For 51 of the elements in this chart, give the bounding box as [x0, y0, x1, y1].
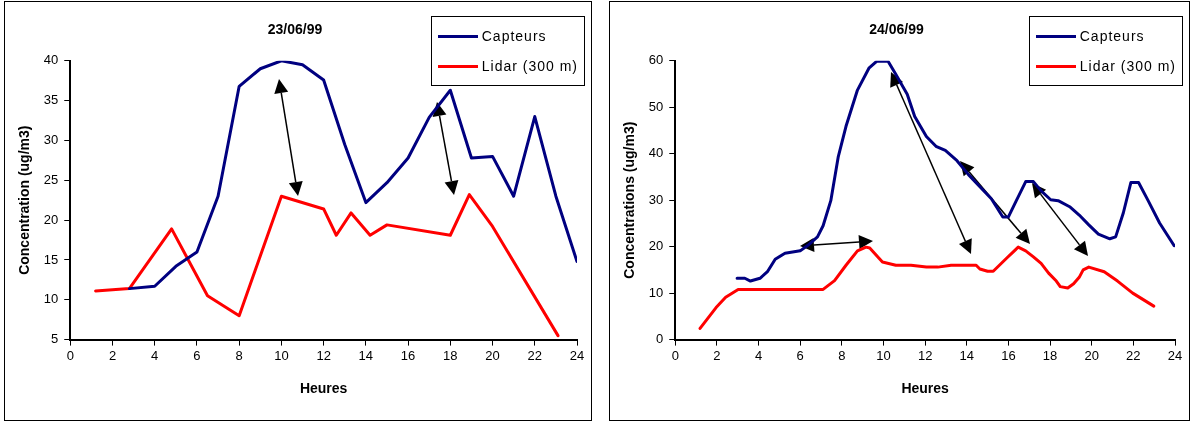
y-axis-title: Concentration (ug/m3) [16, 125, 33, 275]
x-tick-label: 0 [671, 347, 679, 363]
legend-label: Capteurs [1079, 28, 1145, 44]
x-tick-label: 20 [485, 347, 500, 363]
y-tick-label: 30 [648, 191, 664, 207]
y-tick-label: 20 [43, 211, 59, 227]
y-tick-label: 50 [648, 98, 664, 114]
x-tick-label: 6 [193, 347, 201, 363]
x-tick-label: 10 [876, 347, 891, 363]
y-tick-label: 35 [43, 92, 59, 108]
x-tick-label: 16 [400, 347, 416, 363]
x-tick-label: 4 [754, 347, 763, 363]
y-tick-label: 20 [648, 238, 664, 254]
x-tick-label: 6 [796, 347, 804, 363]
y-tick-label: 40 [43, 52, 59, 68]
chart-title: 24/06/99 [869, 21, 924, 38]
y-tick-label: 5 [51, 331, 59, 347]
legend-label: Lidar (300 m) [481, 58, 578, 74]
x-tick-label: 4 [151, 347, 159, 363]
x-tick-label: 16 [1001, 347, 1016, 363]
y-tick-label: 0 [656, 331, 664, 347]
x-tick-label: 14 [959, 347, 975, 363]
chart-title: 23/06/99 [267, 21, 323, 38]
y-tick-label: 15 [43, 251, 59, 267]
x-tick-label: 0 [66, 347, 74, 363]
legend-label: Lidar (300 m) [1079, 58, 1176, 74]
x-axis-title: Heures [901, 380, 950, 397]
x-tick-label: 12 [316, 347, 331, 363]
x-tick-label: 8 [235, 347, 243, 363]
x-tick-label: 22 [1126, 347, 1141, 363]
y-tick-label: 25 [43, 171, 59, 187]
y-axis-title: Concentrations (ug/m3) [621, 121, 638, 279]
x-tick-label: 10 [274, 347, 289, 363]
x-tick-label: 20 [1084, 347, 1099, 363]
y-tick-label: 30 [43, 132, 59, 148]
x-tick-label: 2 [713, 347, 721, 363]
x-tick-label: 2 [108, 347, 117, 363]
x-tick-label: 22 [527, 347, 543, 363]
x-tick-label: 18 [443, 347, 458, 363]
x-tick-label: 14 [358, 347, 374, 363]
legend-label: Capteurs [481, 28, 547, 44]
y-tick-label: 40 [648, 145, 664, 161]
y-tick-label: 60 [648, 52, 664, 68]
x-tick-label: 24 [1167, 347, 1183, 363]
x-tick-label: 12 [917, 347, 933, 363]
x-axis-title: Heures [299, 380, 348, 397]
y-tick-label: 10 [43, 291, 59, 307]
x-tick-label: 24 [569, 347, 585, 363]
y-tick-label: 10 [648, 284, 664, 300]
x-tick-label: 8 [838, 347, 846, 363]
x-tick-label: 18 [1042, 347, 1058, 363]
